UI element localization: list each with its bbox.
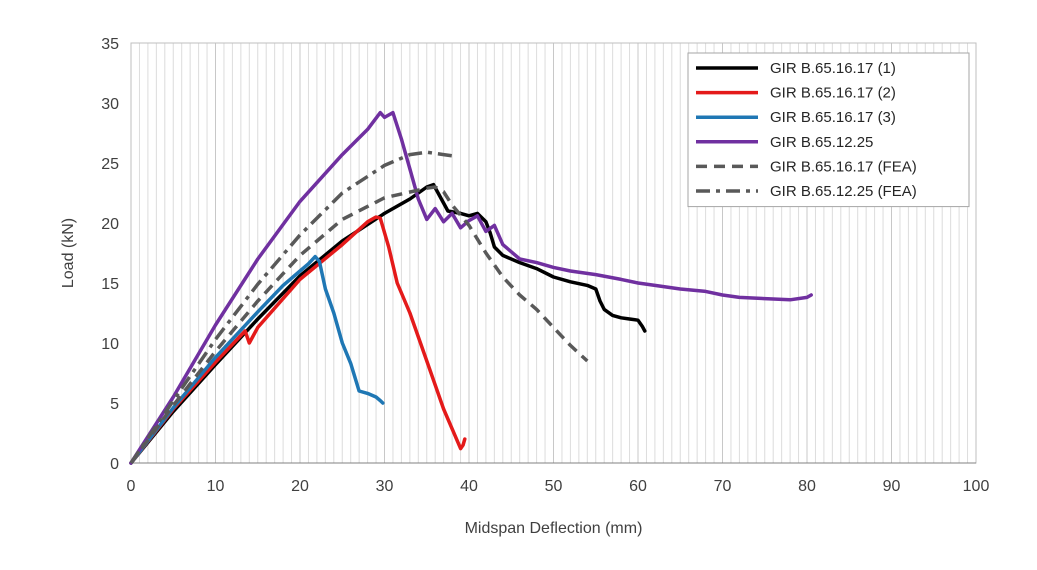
x-tick-label: 60: [629, 478, 647, 495]
x-tick-label: 10: [207, 478, 225, 495]
x-tick-label: 70: [714, 478, 732, 495]
legend-label-6: GIR B.65.12.25 (FEA): [770, 183, 917, 200]
series-line-2: [129, 215, 467, 465]
x-tick-label: 0: [127, 478, 136, 495]
x-tick-label: 40: [460, 478, 478, 495]
series-line-6: [129, 150, 453, 464]
series-line-1: [129, 182, 647, 465]
series-lines: [129, 110, 813, 465]
x-axis-title: Midspan Deflection (mm): [465, 520, 643, 537]
y-tick-label: 35: [101, 36, 119, 53]
y-tick-label: 10: [101, 336, 119, 353]
x-tick-label: 20: [291, 478, 309, 495]
y-tick-label: 25: [101, 156, 119, 173]
legend-label-5: GIR B.65.16.17 (FEA): [770, 158, 917, 175]
y-tick-label: 30: [101, 96, 119, 113]
y-tick-label: 0: [110, 456, 119, 473]
legend-label-2: GIR B.65.16.17 (2): [770, 85, 896, 102]
series-line-3: [129, 254, 385, 465]
y-axis-title: Load (kN): [60, 218, 77, 288]
legend-label-4: GIR B.65.12.25: [770, 134, 873, 151]
y-tick-label: 15: [101, 276, 119, 293]
x-tick-label: 100: [963, 478, 990, 495]
legend: GIR B.65.16.17 (1) GIR B.65.16.17 (2) GIR …: [687, 52, 970, 208]
x-tick-label: 30: [376, 478, 394, 495]
y-tick-label: 5: [110, 396, 119, 413]
legend-box: [687, 52, 970, 208]
x-tick-label: 80: [798, 478, 816, 495]
axes: 0 10 20 30 40 50 60 70 80 90 100 0 5 10 15 20 25 30 35: [101, 36, 989, 495]
y-tick-label: 20: [101, 216, 119, 233]
x-tick-label: 50: [545, 478, 563, 495]
x-tick-label: 90: [883, 478, 901, 495]
legend-label-1: GIR B.65.16.17 (1): [770, 60, 896, 77]
legend-label-3: GIR B.65.16.17 (3): [770, 109, 896, 126]
series-line-5: [129, 185, 589, 465]
series-line-4: [129, 110, 813, 465]
